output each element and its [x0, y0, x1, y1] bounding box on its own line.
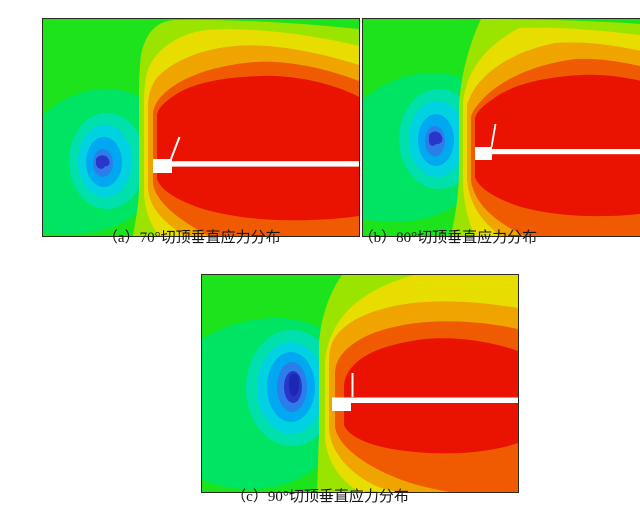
mined-seam-slot [171, 161, 359, 167]
band-red-high-stress [475, 74, 640, 217]
roadway-opening [153, 159, 172, 173]
roof-cut-line-80deg [490, 123, 497, 148]
panel-c-caption: （c）90°切顶垂直应力分布 [231, 489, 409, 505]
panel-a-caption: （a）70°切顶垂直应力分布 [102, 230, 281, 246]
panel-b-caption: （b）80°切顶垂直应力分布 [358, 230, 538, 246]
roof-cut-line-70deg [170, 136, 181, 160]
caption-row-bottom: （c）90°切顶垂直应力分布 [0, 487, 640, 507]
caption-row-top: （a）70°切顶垂直应力分布 （b）80°切顶垂直应力分布 [0, 228, 640, 248]
stress-contour-panel-a [42, 18, 360, 237]
mined-seam-slot [350, 397, 518, 403]
contour-plot-70deg [43, 19, 359, 236]
stress-contour-panel-b [362, 18, 640, 237]
contour-plot-90deg [202, 275, 518, 492]
relief-core-darkblue [96, 155, 110, 169]
relief-core-navy [289, 373, 300, 397]
band-red-high-stress [344, 338, 518, 454]
stress-contour-panel-c [201, 274, 519, 493]
roadway-opening [475, 147, 492, 160]
mined-seam-slot [491, 149, 640, 155]
band-red-high-stress [157, 75, 359, 221]
contour-plot-80deg [363, 19, 640, 236]
relief-core-darkblue [428, 131, 443, 146]
roadway-opening [332, 397, 351, 411]
